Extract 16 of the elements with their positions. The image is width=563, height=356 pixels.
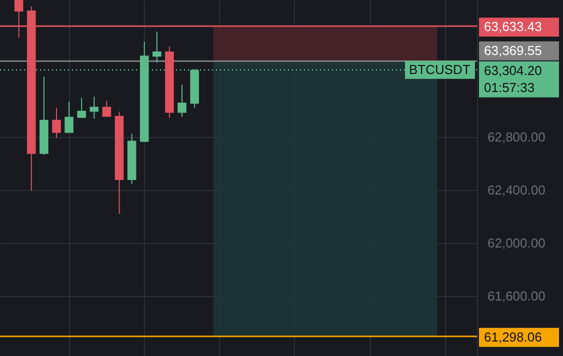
candlestick (152, 31, 162, 64)
candlestick (102, 100, 112, 118)
text: 01:57:33 (484, 80, 535, 95)
candlestick (64, 101, 74, 134)
y-tick-label: 62,400.00 (488, 182, 546, 198)
y-tick-label: 61,600.00 (488, 288, 546, 304)
ref-line-label: 63,304.20 (484, 62, 542, 78)
ref-line-label: 61,298.06 (484, 329, 542, 344)
ref-line-label: 63,369.55 (484, 42, 542, 58)
annotation: BTCUSDT (409, 62, 470, 77)
candlestick (178, 84, 186, 118)
ref-line-label: 63,633.43 (484, 19, 542, 34)
y-tick-label: 62,000.00 (488, 236, 546, 251)
candlestick (52, 107, 61, 138)
candlestick (77, 97, 86, 118)
y-tick-label: 62,800.00 (488, 129, 546, 144)
